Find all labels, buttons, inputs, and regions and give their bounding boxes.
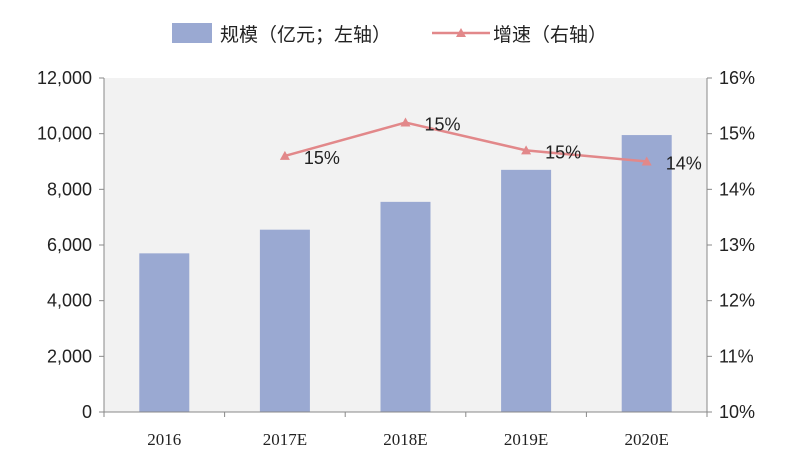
bar-2017E bbox=[259, 229, 310, 412]
left-tick-label: 10,000 bbox=[37, 124, 92, 144]
bar-2018E bbox=[380, 201, 431, 412]
left-tick-label: 2,000 bbox=[47, 346, 92, 366]
left-tick-label: 6,000 bbox=[47, 235, 92, 255]
right-tick-label: 13% bbox=[719, 235, 755, 255]
left-tick-label: 4,000 bbox=[47, 291, 92, 311]
axes: 0 2,000 4,000 6,000 8,000 10,000 12,000 10% 11% 1… bbox=[37, 68, 755, 449]
right-tick-label: 14% bbox=[719, 179, 755, 199]
legend-bar-label: 规模（亿元；左轴） bbox=[220, 24, 391, 46]
growth-line: 15% 15% 15% 14% bbox=[279, 115, 702, 174]
x-tick-label: 2020E bbox=[625, 430, 669, 449]
growth-marker-2018E bbox=[400, 117, 411, 127]
left-tick-label: 12,000 bbox=[37, 68, 92, 88]
x-tick-label: 2016 bbox=[147, 430, 181, 449]
right-tick-label: 16% bbox=[719, 68, 755, 88]
right-tick-label: 11% bbox=[719, 346, 754, 366]
legend-line-marker bbox=[456, 28, 466, 37]
growth-label-2019E: 15% bbox=[545, 142, 581, 162]
x-tick-label: 2017E bbox=[263, 430, 307, 449]
growth-line-path bbox=[284, 121, 647, 163]
legend-line-label: 增速（右轴） bbox=[493, 24, 607, 46]
left-tick-label: 0 bbox=[82, 402, 92, 422]
legend: 规模（亿元；左轴） 增速（右轴） bbox=[172, 23, 607, 46]
bar-2020E bbox=[621, 135, 672, 412]
growth-marker-2017E bbox=[279, 150, 290, 160]
left-tick-label: 8,000 bbox=[47, 179, 92, 199]
right-tick-label: 10% bbox=[719, 402, 755, 422]
growth-label-2020E: 14% bbox=[666, 154, 702, 174]
growth-label-2017E: 15% bbox=[304, 148, 340, 168]
bars bbox=[139, 135, 672, 412]
growth-marker-2019E bbox=[521, 145, 532, 155]
growth-marker-2020E bbox=[641, 156, 652, 166]
growth-label-2018E: 15% bbox=[425, 115, 461, 135]
legend-bar-swatch bbox=[172, 23, 212, 43]
right-tick-label: 15% bbox=[719, 124, 755, 144]
x-tick-label: 2018E bbox=[383, 430, 427, 449]
right-tick-label: 12% bbox=[719, 291, 755, 311]
bar-2016 bbox=[139, 253, 190, 412]
x-tick-label: 2019E bbox=[504, 430, 548, 449]
bar-2019E bbox=[501, 169, 552, 412]
